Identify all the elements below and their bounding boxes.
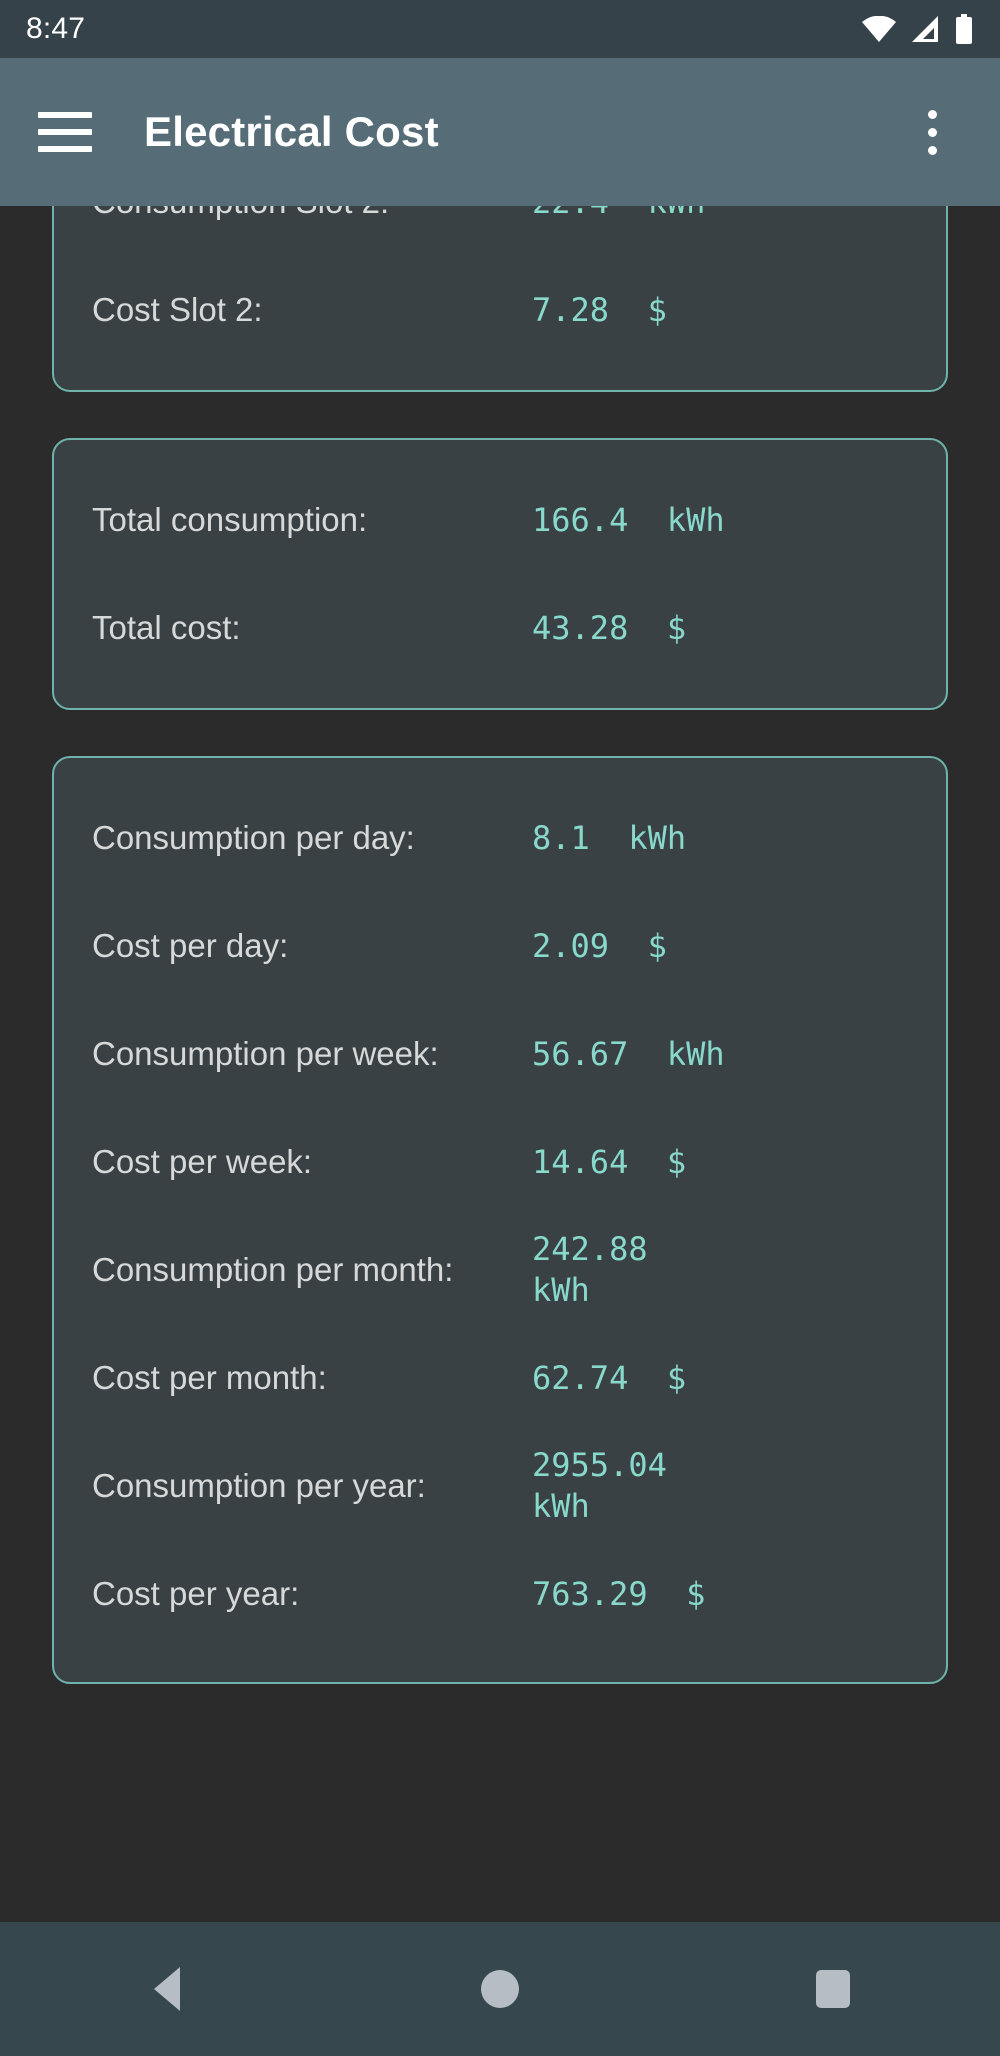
row-label: Consumption per day: bbox=[92, 819, 415, 857]
back-icon[interactable] bbox=[107, 1944, 227, 2034]
row-value: 62.74 $ bbox=[532, 1358, 687, 1397]
navigation-bar bbox=[0, 1922, 1000, 2056]
wifi-icon bbox=[862, 16, 896, 42]
card-spacer bbox=[92, 1648, 908, 1682]
row-value: 2.09 $ bbox=[532, 926, 667, 965]
row-label: Cost per day: bbox=[92, 927, 289, 965]
recents-icon[interactable] bbox=[773, 1944, 893, 2034]
card-spacer bbox=[92, 364, 908, 390]
totals-card: Total consumption: 166.4 kWh Total cost:… bbox=[52, 438, 948, 710]
overflow-menu-icon[interactable] bbox=[902, 97, 962, 167]
table-row: Cost per day: 2.09 $ bbox=[92, 892, 908, 1000]
table-row: Cost per year: 763.29 $ bbox=[92, 1540, 908, 1648]
card-spacer bbox=[92, 758, 908, 784]
row-label: Consumption per year: bbox=[92, 1467, 426, 1505]
cellular-signal-icon bbox=[910, 16, 940, 42]
status-icon-group bbox=[862, 14, 974, 44]
status-bar: 8:47 bbox=[0, 0, 1000, 58]
row-label: Total consumption: bbox=[92, 501, 368, 539]
row-label: Consumption per month: bbox=[92, 1251, 454, 1289]
table-row: Consumption Slot 2: 22.4 kWh bbox=[92, 206, 908, 256]
home-icon[interactable] bbox=[440, 1944, 560, 2034]
row-value: 7.28 $ bbox=[532, 290, 667, 329]
table-row: Consumption per year: 2955.04 kWh bbox=[92, 1432, 908, 1540]
table-row: Consumption per month: 242.88 kWh bbox=[92, 1216, 908, 1324]
table-row: Cost per week: 14.64 $ bbox=[92, 1108, 908, 1216]
row-label: Consumption per week: bbox=[92, 1035, 439, 1073]
row-label: Total cost: bbox=[92, 609, 241, 647]
row-label: Consumption Slot 2: bbox=[92, 206, 532, 223]
card-spacer bbox=[92, 440, 908, 466]
table-row: Consumption per week: 56.67 kWh bbox=[92, 1000, 908, 1108]
averages-card: Consumption per day: 8.1 kWh Cost per da… bbox=[52, 756, 948, 1684]
page-title: Electrical Cost bbox=[144, 108, 439, 155]
row-label: Cost per week: bbox=[92, 1143, 313, 1181]
slot-2-card: Consumption Slot 2: 22.4 kWh Cost Slot 2… bbox=[52, 206, 948, 392]
row-label: Cost per year: bbox=[92, 1575, 300, 1613]
battery-icon bbox=[954, 14, 974, 44]
scroll-content[interactable]: Consumption Slot 2: 22.4 kWh Cost Slot 2… bbox=[0, 206, 1000, 1922]
row-value: 22.4 kWh bbox=[532, 206, 908, 222]
table-row: Consumption per day: 8.1 kWh bbox=[92, 784, 908, 892]
row-value: 166.4 kWh bbox=[532, 500, 725, 539]
row-label: Cost Slot 2: bbox=[92, 291, 263, 329]
hamburger-menu-icon[interactable] bbox=[34, 101, 96, 163]
app-bar: Electrical Cost bbox=[0, 58, 1000, 206]
table-row: Total cost: 43.28 $ bbox=[92, 574, 908, 682]
row-value: 14.64 $ bbox=[532, 1142, 687, 1181]
row-value: 2955.04 kWh bbox=[532, 1446, 687, 1525]
row-value: 8.1 kWh bbox=[532, 818, 687, 857]
table-row: Cost per month: 62.74 $ bbox=[92, 1324, 908, 1432]
status-clock: 8:47 bbox=[26, 12, 86, 45]
row-value: 242.88 kWh bbox=[532, 1230, 667, 1309]
row-value: 763.29 $ bbox=[532, 1574, 706, 1613]
row-value: 43.28 $ bbox=[532, 608, 687, 647]
row-value: 56.67 kWh bbox=[532, 1034, 725, 1073]
row-label: Cost per month: bbox=[92, 1359, 327, 1397]
table-row: Cost Slot 2: 7.28 $ bbox=[92, 256, 908, 364]
table-row: Total consumption: 166.4 kWh bbox=[92, 466, 908, 574]
card-spacer bbox=[92, 682, 908, 708]
